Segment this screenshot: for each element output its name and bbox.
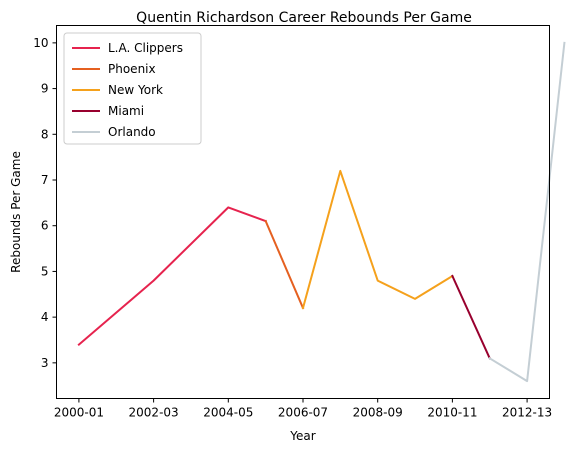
- x-axis-label: Year: [289, 429, 315, 443]
- x-tick-label: 2004-05: [203, 406, 253, 420]
- series-line-4: [488, 41, 566, 383]
- legend-label: Orlando: [108, 125, 156, 139]
- y-tick-label: 3: [41, 356, 49, 370]
- legend-label: Phoenix: [108, 62, 156, 76]
- y-tick-label: 4: [41, 310, 49, 324]
- series-line-1: [264, 219, 305, 310]
- legend-label: Miami: [108, 104, 144, 118]
- x-tick-label: 2002-03: [129, 406, 179, 420]
- legend: L.A. Clippers Phoenix New York Miami Orlando: [63, 32, 202, 145]
- y-axis-ticks: 3 4 5 6 7 8 9 10: [33, 36, 57, 370]
- plot-lines: [77, 41, 566, 383]
- series-line-3: [451, 274, 492, 360]
- x-tick-label: 2008-09: [353, 406, 403, 420]
- x-tick-label: 2012-13: [502, 406, 552, 420]
- y-tick-label: 5: [41, 264, 49, 278]
- series-line-2: [301, 169, 454, 310]
- x-tick-label: 2000-01: [54, 406, 104, 420]
- y-tick-label: 6: [41, 219, 49, 233]
- series-line-0: [77, 206, 267, 347]
- chart-title: Quentin Richardson Career Rebounds Per G…: [136, 10, 472, 26]
- x-axis-ticks: 2000-01 2002-03 2004-05 2006-07 2008-09 2010-…: [54, 398, 552, 420]
- legend-label: New York: [108, 83, 163, 97]
- legend-label: L.A. Clippers: [108, 41, 183, 55]
- y-tick-label: 10: [33, 36, 48, 50]
- y-tick-label: 8: [41, 127, 49, 141]
- x-tick-label: 2006-07: [278, 406, 328, 420]
- y-tick-label: 7: [41, 173, 49, 187]
- y-axis-label: Rebounds Per Game: [9, 151, 23, 273]
- x-tick-label: 2010-11: [427, 406, 477, 420]
- legend-box: [63, 32, 202, 145]
- y-tick-label: 9: [41, 82, 49, 96]
